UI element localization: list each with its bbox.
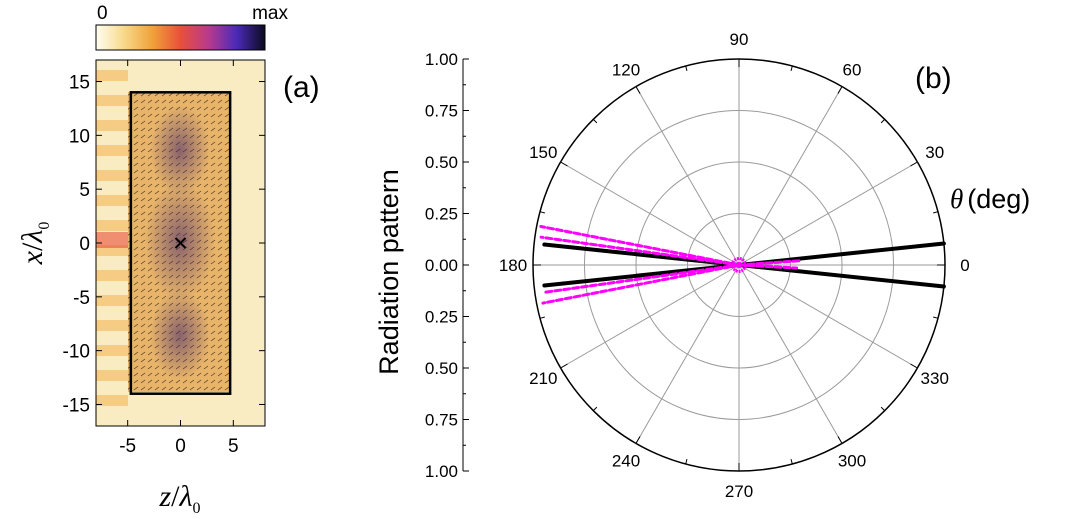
x-tick-label: -5	[119, 436, 136, 457]
polar-spoke	[738, 264, 918, 369]
polar-spoke	[560, 161, 740, 266]
lobe-line	[737, 241, 946, 267]
angle-tick	[592, 406, 598, 412]
heatmap-panel: 0 max -5 0 5 15 10 5 0 -5 -10 -15 (a) z/λ0 x/λ0	[16, 3, 320, 517]
angle-label: 180	[499, 256, 527, 275]
radial-tick-label: 0.75	[425, 102, 458, 121]
polar-spoke	[560, 264, 740, 369]
radial-tick-label: 0.25	[425, 205, 458, 224]
radial-tick-label: 1.00	[425, 50, 458, 69]
radial-tick-label: 0.75	[425, 411, 458, 430]
angle-tick	[560, 363, 568, 369]
x-axis-label: z/λ0	[158, 480, 200, 517]
y-tick-label: -5	[73, 288, 90, 309]
y-tick-label: 5	[79, 180, 90, 201]
colorbar	[95, 24, 266, 51]
angle-label: 0	[960, 256, 969, 275]
lobe-line	[539, 235, 741, 267]
polar-panel: 0 30 60 90 120 150 180 210 240 270 300 330 1.00 0.75…	[374, 30, 1030, 501]
angle-tick	[837, 86, 843, 94]
lobe-line	[541, 263, 741, 295]
radial-axis-label: Radiation pattern	[374, 169, 404, 375]
angle-tick	[933, 211, 939, 214]
polar-spoke	[635, 86, 740, 266]
polar-spoke	[738, 264, 843, 444]
series-solid	[542, 241, 946, 289]
angle-label: 90	[730, 30, 749, 49]
source-marker	[174, 237, 187, 249]
angle-label: 270	[725, 482, 753, 501]
region-rectangle	[129, 91, 232, 395]
lobe-line	[737, 263, 799, 270]
angle-tick	[910, 161, 918, 167]
y-tick-label: 10	[69, 126, 90, 147]
polar-series	[539, 224, 946, 305]
angle-tick	[635, 436, 641, 444]
angle-tick	[880, 406, 886, 412]
radial-tick-label: 0.25	[425, 308, 458, 327]
lobe-line	[539, 224, 741, 267]
theta-label: θ (deg)	[950, 184, 1030, 214]
polar-spoke	[738, 86, 843, 266]
lobe-line	[737, 263, 946, 289]
lobe-line	[541, 263, 741, 305]
angle-tick	[837, 436, 843, 444]
radial-tick-label: 0.50	[425, 153, 458, 172]
angle-tick	[635, 86, 641, 94]
angle-tick	[910, 363, 918, 369]
angle-tick	[539, 316, 545, 319]
x-tick-label: 0	[175, 436, 186, 457]
angle-label: 300	[838, 452, 866, 471]
angle-label: 240	[612, 452, 640, 471]
radial-tick-label: 0.00	[425, 256, 458, 275]
angle-tick	[880, 118, 886, 124]
y-tick-label: -15	[63, 395, 90, 416]
angle-label: 120	[612, 60, 640, 79]
series-dashed	[539, 224, 803, 305]
angle-label: 30	[925, 143, 944, 162]
polar-grid	[532, 58, 946, 472]
colorbar-min-label: 0	[97, 3, 108, 24]
colorbar-max-label: max	[252, 3, 288, 24]
y-axis-label: x/λ0	[16, 222, 53, 266]
angle-tick	[685, 459, 688, 465]
polar-spoke	[635, 264, 740, 444]
angle-tick	[560, 161, 568, 167]
angle-tick	[790, 65, 793, 71]
angle-tick	[539, 211, 545, 214]
polar-spoke	[738, 161, 918, 266]
angle-tick	[685, 65, 688, 71]
x-tick-label: 5	[228, 436, 239, 457]
radial-axis: 1.00 0.75 0.50 0.25 0.00 0.25 0.50 0.75 1.00	[425, 50, 469, 481]
radial-tick-label: 1.00	[425, 462, 458, 481]
angle-tick	[592, 118, 598, 124]
angle-label: 60	[843, 60, 862, 79]
panel-a-label: (a)	[283, 71, 320, 104]
angle-label: 150	[529, 143, 557, 162]
angle-label: 330	[921, 369, 949, 388]
y-tick-label: -10	[63, 342, 90, 363]
angle-tick	[933, 316, 939, 319]
y-tick-label: 0	[79, 234, 90, 255]
radial-tick-label: 0.50	[425, 359, 458, 378]
angle-tick	[790, 459, 793, 465]
y-tick-label: 15	[69, 73, 90, 94]
angle-label: 210	[529, 369, 557, 388]
panel-b-label: (b)	[915, 62, 952, 95]
